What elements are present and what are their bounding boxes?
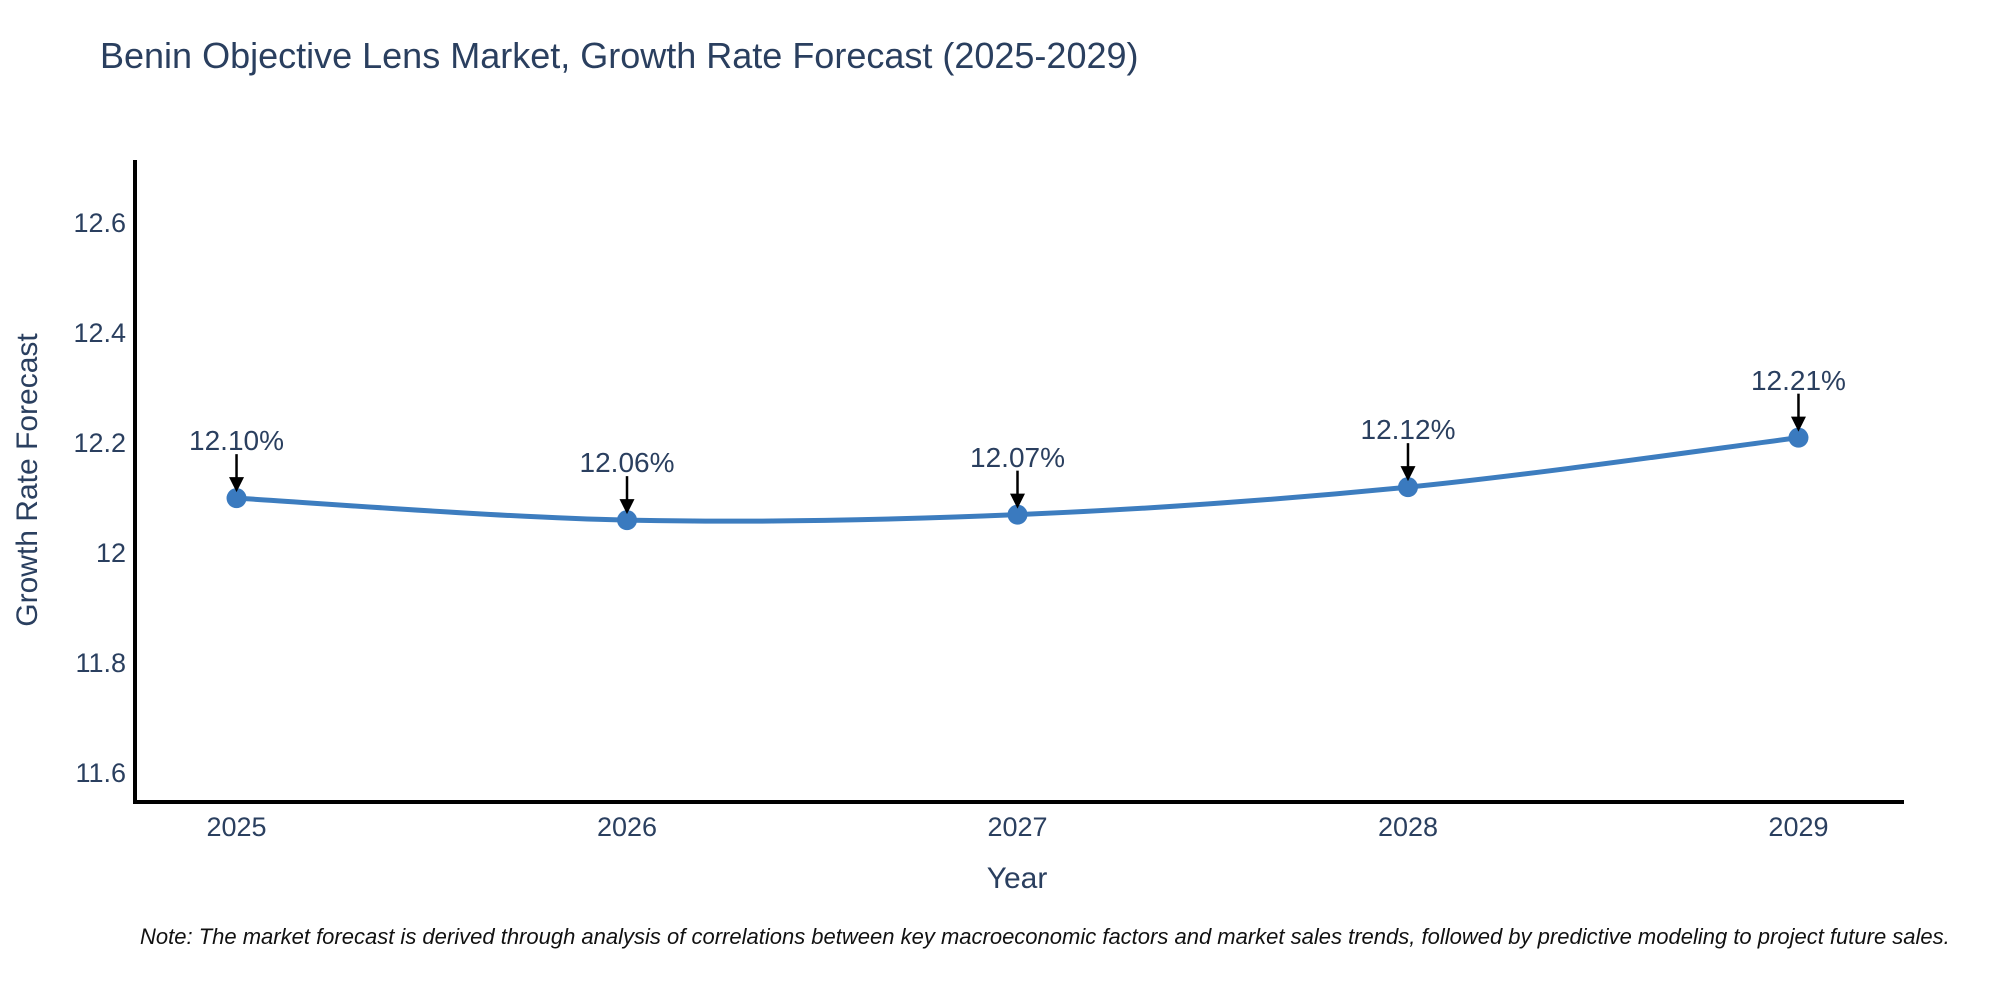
y-tick-label: 12 bbox=[95, 538, 126, 569]
chart-footnote: Note: The market forecast is derived thr… bbox=[140, 924, 1950, 949]
data-point-marker bbox=[1007, 504, 1028, 525]
point-annotation: 12.21% bbox=[1750, 364, 1846, 396]
y-tick-label: 11.8 bbox=[75, 648, 126, 679]
data-point-marker bbox=[1788, 427, 1809, 448]
x-axis-title: Year bbox=[986, 862, 1048, 895]
y-tick-label: 11.6 bbox=[75, 758, 126, 789]
x-tick-label: 2028 bbox=[1377, 812, 1439, 842]
x-axis-line bbox=[133, 800, 1904, 804]
point-annotation: 12.06% bbox=[579, 447, 675, 479]
y-axis-title: Growth Rate Forecast bbox=[11, 333, 44, 627]
x-tick-label: 2025 bbox=[206, 812, 267, 842]
data-point-marker bbox=[226, 488, 247, 509]
x-tick-label: 2029 bbox=[1768, 812, 1829, 842]
chart-title: Benin Objective Lens Market, Growth Rate… bbox=[100, 35, 1139, 76]
annotation-arrowhead-icon bbox=[1790, 416, 1806, 432]
annotation-arrowhead-icon bbox=[619, 499, 635, 515]
point-annotation: 12.12% bbox=[1360, 414, 1456, 446]
x-tick-label: 2027 bbox=[987, 812, 1048, 842]
y-tick-label: 12.2 bbox=[73, 428, 126, 459]
y-axis-line bbox=[133, 160, 137, 804]
point-annotation: 12.07% bbox=[970, 441, 1065, 473]
data-point-marker bbox=[617, 510, 638, 531]
line-chart-plot bbox=[226, 393, 1809, 531]
point-annotation: 12.10% bbox=[189, 425, 284, 457]
y-tick-label: 12.4 bbox=[73, 318, 126, 349]
y-tick-label: 12.6 bbox=[73, 208, 126, 239]
annotation-arrowhead-icon bbox=[1010, 493, 1025, 509]
x-tick-label: 2026 bbox=[596, 812, 658, 842]
data-point-marker bbox=[1397, 477, 1418, 498]
annotation-arrowhead-icon bbox=[1400, 466, 1416, 482]
annotation-arrowhead-icon bbox=[229, 477, 245, 493]
